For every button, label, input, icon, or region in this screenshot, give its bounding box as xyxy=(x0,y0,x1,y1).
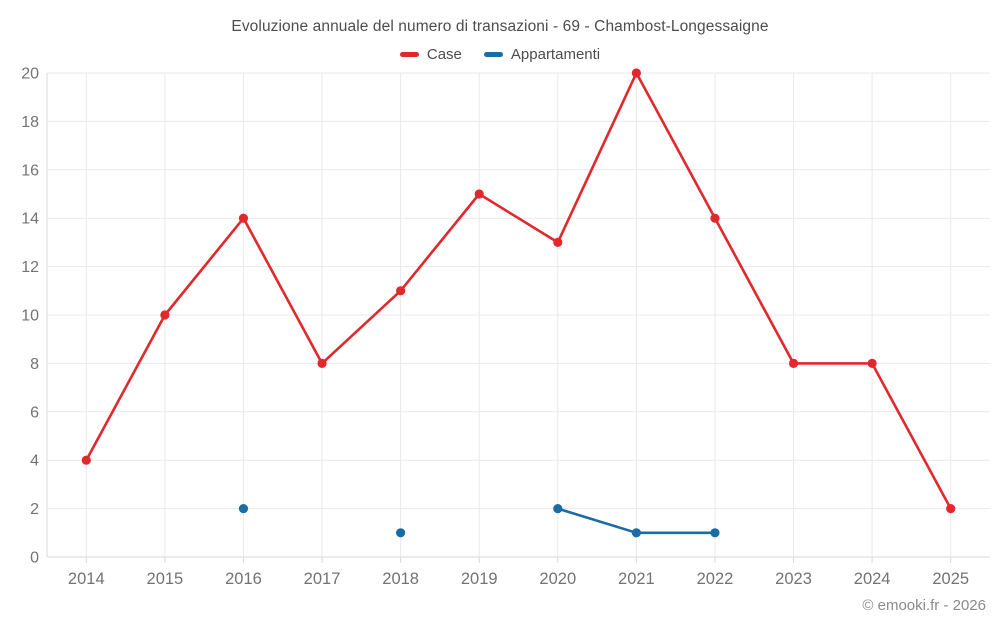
legend-item-case[interactable]: Case xyxy=(399,46,462,63)
x-tick-label: 2017 xyxy=(304,570,341,588)
legend-label: Appartamenti xyxy=(510,46,601,63)
x-tick-label: 2023 xyxy=(775,570,812,588)
y-tick-label: 4 xyxy=(30,453,39,470)
data-point-case[interactable] xyxy=(317,358,327,368)
x-tick-label: 2019 xyxy=(461,570,498,588)
chart-legend: Case Appartamenti xyxy=(0,46,1000,63)
y-tick-label: 16 xyxy=(21,162,39,179)
x-tick-label: 2016 xyxy=(225,570,262,588)
x-tick-label: 2015 xyxy=(147,570,184,588)
data-point-case[interactable] xyxy=(160,310,170,320)
data-point-appartamenti[interactable] xyxy=(238,504,249,514)
legend-item-appartamenti[interactable]: Appartamenti xyxy=(483,46,601,63)
data-point-appartamenti[interactable] xyxy=(396,528,406,538)
x-tick-label: 2022 xyxy=(697,570,734,588)
x-tick-label: 2025 xyxy=(932,570,969,588)
data-point-case[interactable] xyxy=(396,286,406,296)
data-point-case[interactable] xyxy=(238,213,249,223)
y-tick-label: 14 xyxy=(21,211,39,228)
y-tick-label: 10 xyxy=(21,308,39,325)
data-point-case[interactable] xyxy=(474,189,484,199)
series-line-case xyxy=(85,71,952,510)
y-tick-label: 20 xyxy=(21,66,39,83)
chart-title: Evoluzione annuale del numero di transaz… xyxy=(231,18,769,35)
data-point-case[interactable] xyxy=(553,237,563,247)
y-tick-label: 6 xyxy=(30,404,39,421)
data-point-case[interactable] xyxy=(867,358,877,368)
legend-swatch-case xyxy=(399,52,419,57)
data-point-appartamenti[interactable] xyxy=(631,528,641,538)
chart-footer-credit: © emooki.fr - 2026 xyxy=(862,597,986,614)
legend-swatch-appartamenti xyxy=(483,52,503,57)
data-point-case[interactable] xyxy=(631,68,641,78)
x-tick-label: 2024 xyxy=(854,570,891,588)
y-tick-label: 12 xyxy=(21,259,39,276)
data-point-case[interactable] xyxy=(946,504,956,514)
series-case xyxy=(81,68,956,514)
y-tick-label: 0 xyxy=(30,550,39,567)
series-appartamenti xyxy=(238,504,720,538)
x-tick-label: 2021 xyxy=(618,570,655,588)
x-tick-label: 2014 xyxy=(68,570,105,588)
y-tick-label: 8 xyxy=(30,356,39,373)
data-point-appartamenti[interactable] xyxy=(553,504,563,514)
data-point-case[interactable] xyxy=(710,213,720,223)
y-tick-label: 2 xyxy=(30,501,39,518)
x-tick-label: 2018 xyxy=(382,570,419,588)
x-tick-label: 2020 xyxy=(539,570,576,588)
legend-label: Case xyxy=(426,46,462,63)
y-tick-label: 18 xyxy=(21,114,39,131)
data-point-appartamenti[interactable] xyxy=(710,528,720,538)
data-point-case[interactable] xyxy=(81,455,91,465)
data-point-case[interactable] xyxy=(788,358,799,368)
